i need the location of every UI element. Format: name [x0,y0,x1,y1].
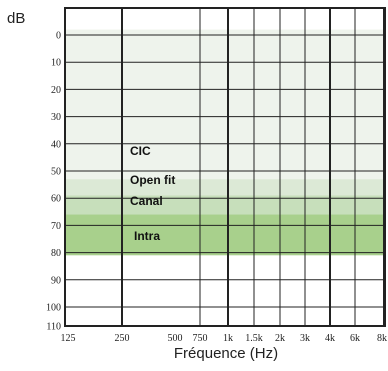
y-axis-unit: dB [7,10,25,27]
band-open-fit [65,179,385,196]
x-axis-title: Fréquence (Hz) [174,345,278,362]
band-labels: CIC Open fit Canal Intra [130,144,175,243]
x-tick-label: 1k [223,333,233,344]
x-tick-label: 500 [168,333,183,344]
y-tick-label: 70 [51,221,61,232]
band-cic [65,29,385,180]
x-tick-label: 125 [61,333,76,344]
y-tick-label: 90 [51,275,61,286]
x-tick-label: 1.5k [245,333,263,344]
plot-frame [64,7,386,327]
y-tick-label: 60 [51,194,61,205]
band-label-canal: Canal [130,194,163,208]
x-tick-label: 750 [193,333,208,344]
y-tick-label: 50 [51,167,61,178]
band-label-cic: CIC [130,144,151,158]
band-label-intra: Intra [134,229,160,243]
hearing-aid-bands [65,29,385,256]
y-tick-label: 10 [51,58,61,69]
y-tick-label: 80 [51,248,61,259]
band-label-open-fit: Open fit [130,173,175,187]
grid-lines [64,7,386,327]
x-tick-label: 3k [300,333,310,344]
y-tick-label: 30 [51,112,61,123]
band-intra [65,214,385,256]
x-tick-label: 6k [350,333,360,344]
y-tick-label: 100 [46,303,61,314]
x-tick-label: 4k [325,333,335,344]
x-tick-label: 8k [377,333,387,344]
y-tick-label: 110 [46,322,61,333]
y-tick-label: 40 [51,139,61,150]
x-tick-label: 250 [115,333,130,344]
x-tick-label: 2k [275,333,285,344]
y-tick-label: 20 [51,85,61,96]
y-tick-label: 0 [56,31,61,42]
